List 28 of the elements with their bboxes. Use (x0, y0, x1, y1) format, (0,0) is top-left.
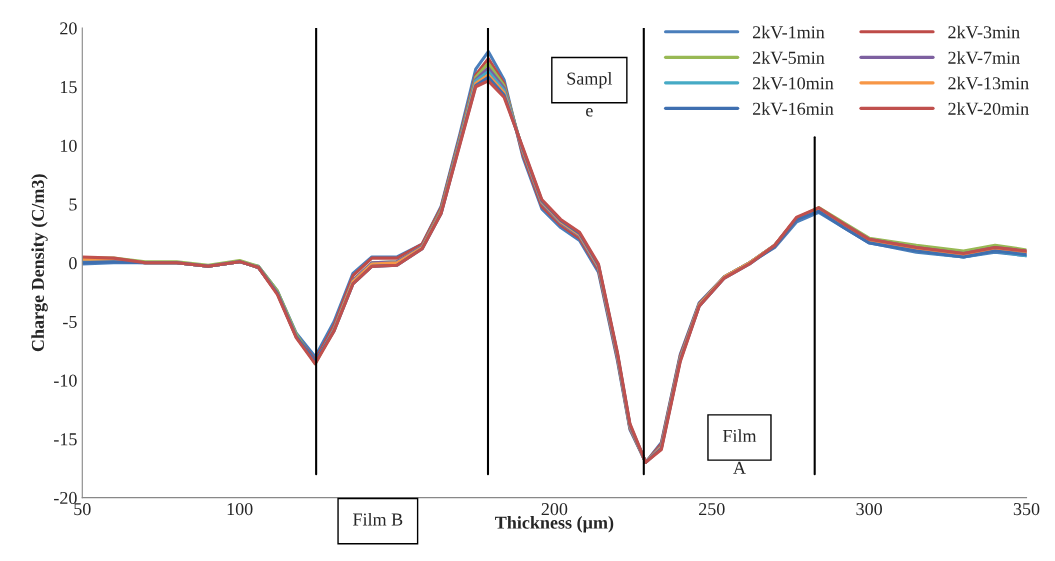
x-tick-label: 50 (74, 502, 91, 516)
x-tick-label: 350 (1013, 502, 1040, 516)
y-tick-label: 10 (60, 139, 77, 152)
legend-label: 2kV-3min (948, 25, 1020, 39)
y-tick-label: 20 (60, 22, 77, 35)
legend-label: 2kV-16min (752, 102, 834, 115)
y-axis-title: Charge Density (C/m3) (31, 174, 48, 352)
y-tick-label: -10 (54, 374, 77, 387)
legend-label: 2kV-13min (948, 76, 1029, 90)
x-tick-label: 200 (541, 502, 568, 516)
legend-label: 2kV-7min (948, 51, 1020, 64)
y-tick-label: -20 (54, 491, 77, 505)
legend-label: 2kV-5min (752, 51, 825, 64)
x-tick-label: 250 (699, 502, 725, 516)
y-tick-label: -5 (63, 315, 77, 328)
legend-label: 2kV-1min (752, 25, 825, 39)
y-tick-label: -15 (54, 433, 77, 446)
x-axis-title: Thickness (µm) (495, 516, 614, 533)
y-tick-label: 15 (60, 81, 77, 94)
x-tick-label: 100 (227, 502, 253, 516)
y-tick-label: 5 (69, 198, 77, 211)
x-tick-label: 300 (856, 502, 882, 516)
text: Film B (353, 512, 403, 526)
legend-label: 2kV-20min (948, 102, 1029, 115)
y-tick-label: 0 (69, 257, 77, 270)
annotation: Sampl e (567, 71, 613, 117)
annotation: Film A (722, 429, 757, 474)
legend-label: 2kV-10min (752, 76, 834, 90)
